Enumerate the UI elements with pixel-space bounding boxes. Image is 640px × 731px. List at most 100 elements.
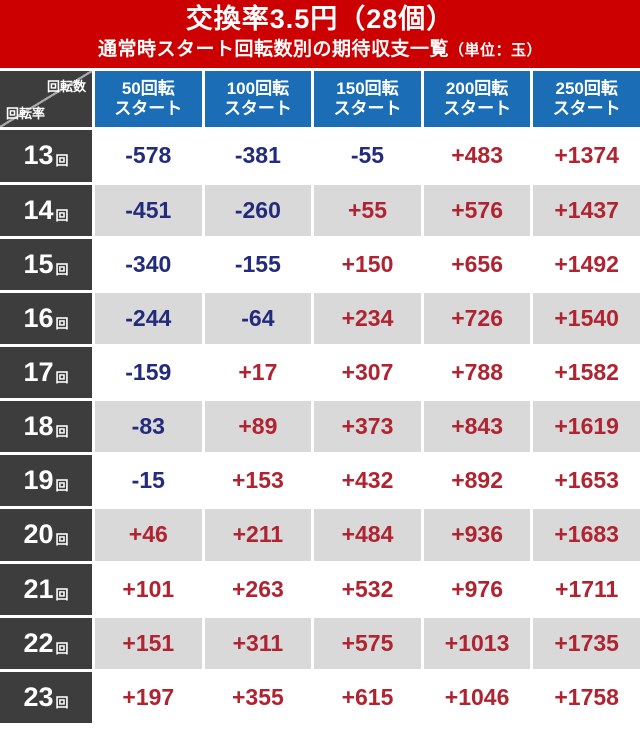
table-cell: -159 — [95, 346, 202, 399]
column-header-line1: 100回転 — [226, 79, 290, 98]
row-label-unit: 回 — [55, 370, 69, 386]
table-cell: -64 — [204, 292, 312, 344]
table-cell: +1735 — [533, 617, 640, 669]
table-cell: +1582 — [533, 346, 640, 399]
row-label-17: 17 回 — [0, 346, 92, 399]
table-cell: +1711 — [533, 563, 640, 615]
table-cell: +976 — [423, 563, 531, 615]
row-label-number: 18 — [23, 411, 54, 442]
column-header-line2: スタート — [223, 99, 292, 119]
row-label-15: 15 回 — [0, 238, 92, 290]
table-cell: +263 — [204, 563, 312, 615]
row-label-unit: 回 — [55, 694, 69, 710]
table-cell: +788 — [423, 346, 531, 399]
table-cell: +307 — [314, 346, 421, 399]
column-header-line1: 250回転 — [555, 79, 618, 98]
row-label-number: 20 — [23, 519, 54, 550]
table-cell: +483 — [423, 130, 531, 182]
table-cell: +1683 — [533, 509, 640, 561]
table-cell: +726 — [423, 292, 531, 344]
table-cell: +575 — [314, 617, 421, 669]
table-cell: -578 — [95, 130, 202, 182]
row-label-13: 13 回 — [0, 130, 92, 182]
table-cell: -15 — [95, 455, 202, 507]
table-cell: +1013 — [423, 617, 531, 669]
corner-cell: 回転数 回転率 — [0, 71, 92, 128]
column-header-3: 150回転 スタート — [314, 71, 421, 128]
row-label-19: 19 回 — [0, 455, 92, 507]
row-label-unit: 回 — [55, 478, 69, 494]
table-cell: +1758 — [533, 671, 640, 723]
row-label-14: 14 回 — [0, 184, 92, 236]
table-cell: +197 — [95, 671, 202, 723]
table-cell: -244 — [95, 292, 202, 344]
column-header-5: 250回転 スタート — [533, 71, 640, 128]
column-header-line2: スタート — [114, 99, 183, 119]
table-cell: +892 — [423, 455, 531, 507]
column-header-line2: スタート — [333, 99, 402, 119]
table-cell: +101 — [95, 563, 202, 615]
table-cell: -155 — [204, 238, 312, 290]
table-cell: +311 — [204, 617, 312, 669]
row-label-number: 14 — [23, 194, 54, 225]
table-cell: +55 — [314, 184, 421, 236]
row-label-unit: 回 — [55, 153, 69, 169]
table-cell: +1046 — [423, 671, 531, 723]
row-label-number: 22 — [23, 627, 54, 658]
column-header-line1: 200回転 — [445, 79, 509, 98]
table-cell: +150 — [314, 238, 421, 290]
table-cell: +89 — [204, 401, 312, 453]
table-cell: -381 — [204, 130, 312, 182]
table-cell: +234 — [314, 292, 421, 344]
row-label-number: 23 — [23, 681, 54, 712]
column-header-line2: スタート — [443, 99, 512, 119]
table-cell: +484 — [314, 509, 421, 561]
row-label-unit: 回 — [55, 424, 69, 440]
row-label-unit: 回 — [55, 261, 69, 277]
row-label-number: 19 — [23, 465, 54, 496]
table-cell: +46 — [95, 509, 202, 561]
table-cell: -260 — [204, 184, 312, 236]
table-cell: +843 — [423, 401, 531, 453]
header-band: 交換率3.5円（28個） 通常時スタート回転数別の期待収支一覧（単位：玉） — [0, 0, 640, 69]
row-label-number: 13 — [23, 140, 54, 171]
table-cell: +532 — [314, 563, 421, 615]
row-label-21: 21 回 — [0, 563, 92, 615]
table-cell: +1374 — [533, 130, 640, 182]
row-label-number: 21 — [23, 573, 54, 604]
table-cell: +656 — [423, 238, 531, 290]
row-label-20: 20 回 — [0, 509, 92, 561]
row-label-18: 18 回 — [0, 401, 92, 453]
table-cell: +576 — [423, 184, 531, 236]
corner-bottom-label: 回転率 — [6, 106, 46, 122]
table-cell: +432 — [314, 455, 421, 507]
table-cell: +615 — [314, 671, 421, 723]
table-cell: +17 — [204, 346, 312, 399]
table-cell: +1540 — [533, 292, 640, 344]
row-label-number: 16 — [23, 302, 54, 333]
table-cell: +355 — [204, 671, 312, 723]
table-cell: +151 — [95, 617, 202, 669]
row-label-16: 16 回 — [0, 292, 92, 344]
column-header-line2: スタート — [552, 99, 621, 119]
column-header-4: 200回転 スタート — [423, 71, 531, 128]
payout-table: 回転数 回転率 50回転 スタート 100回転 スタート 150回転 スタート 200回転ス… — [0, 68, 640, 731]
table-cell: -83 — [95, 401, 202, 453]
table-cell: +936 — [423, 509, 531, 561]
table-cell: -451 — [95, 184, 202, 236]
table-cell: +1619 — [533, 401, 640, 453]
table-cell: +1437 — [533, 184, 640, 236]
row-label-number: 17 — [23, 357, 54, 388]
table-cell: +211 — [204, 509, 312, 561]
row-label-unit: 回 — [55, 640, 69, 656]
row-label-unit: 回 — [55, 207, 69, 223]
table-cell: +1492 — [533, 238, 640, 290]
row-label-22: 22 回 — [0, 617, 92, 669]
row-label-23: 23 回 — [0, 671, 92, 723]
column-header-line1: 50回転 — [121, 79, 175, 98]
page-subtitle-unit: （単位：玉） — [449, 41, 543, 59]
row-label-number: 15 — [23, 248, 54, 279]
table-cell: -340 — [95, 238, 202, 290]
row-label-unit: 回 — [55, 532, 69, 548]
